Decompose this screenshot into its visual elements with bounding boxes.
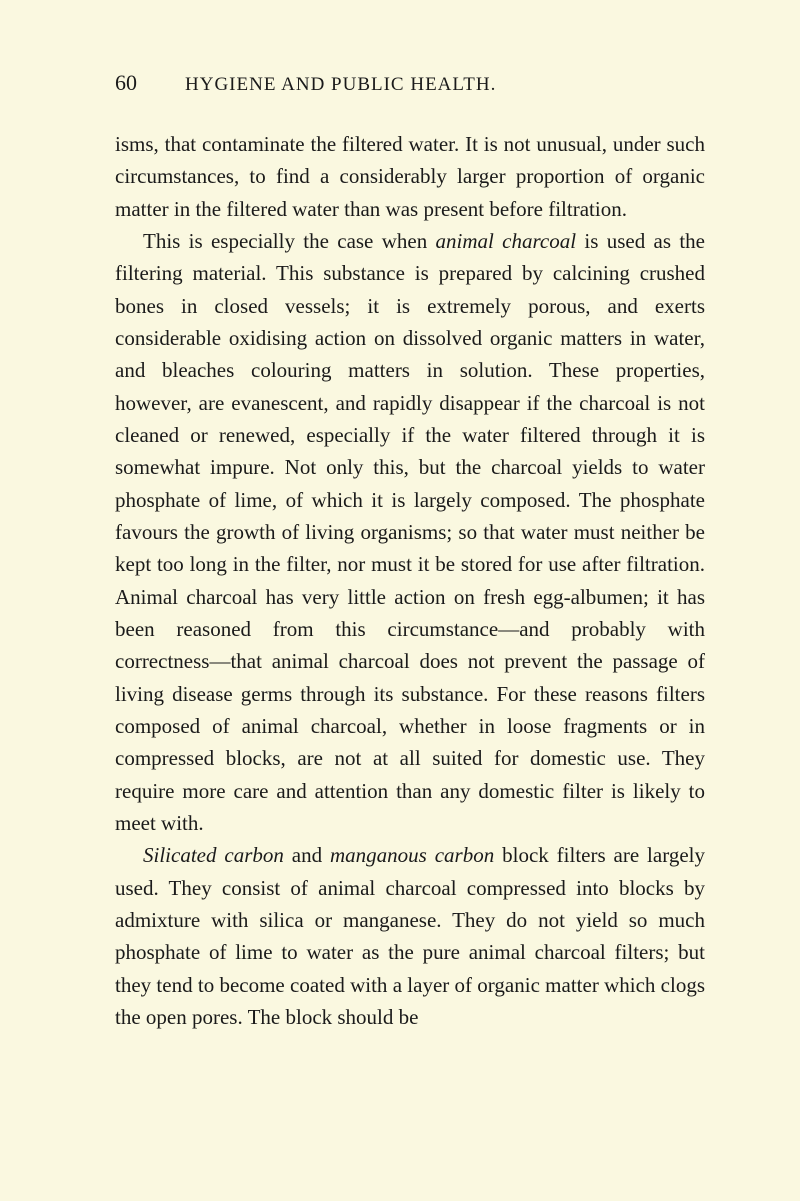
p3-italic-1: Silicated carbon (143, 843, 284, 867)
running-head: HYGIENE AND PUBLIC HEALTH. (185, 74, 496, 96)
p3-t2: block filters are largely used. They con… (115, 843, 705, 1029)
p2-t1: This is especially the case when (143, 229, 436, 253)
p3-italic-2: manganous carbon (330, 843, 494, 867)
p2-t2: is used as the filtering material. This … (115, 229, 705, 835)
paragraph-3: Silicated carbon and manganous carbon bl… (115, 839, 705, 1033)
paragraph-2: This is especially the case when animal … (115, 225, 705, 839)
page-number: 60 (115, 70, 137, 96)
p1-text: isms, that contaminate the filtered wate… (115, 132, 705, 221)
page-header: 60 HYGIENE AND PUBLIC HEALTH. (115, 70, 705, 96)
paragraph-1: isms, that contaminate the filtered wate… (115, 128, 705, 225)
p2-italic-1: animal charcoal (436, 229, 577, 253)
body-text: isms, that contaminate the filtered wate… (115, 128, 705, 1033)
p3-t1: and (284, 843, 330, 867)
